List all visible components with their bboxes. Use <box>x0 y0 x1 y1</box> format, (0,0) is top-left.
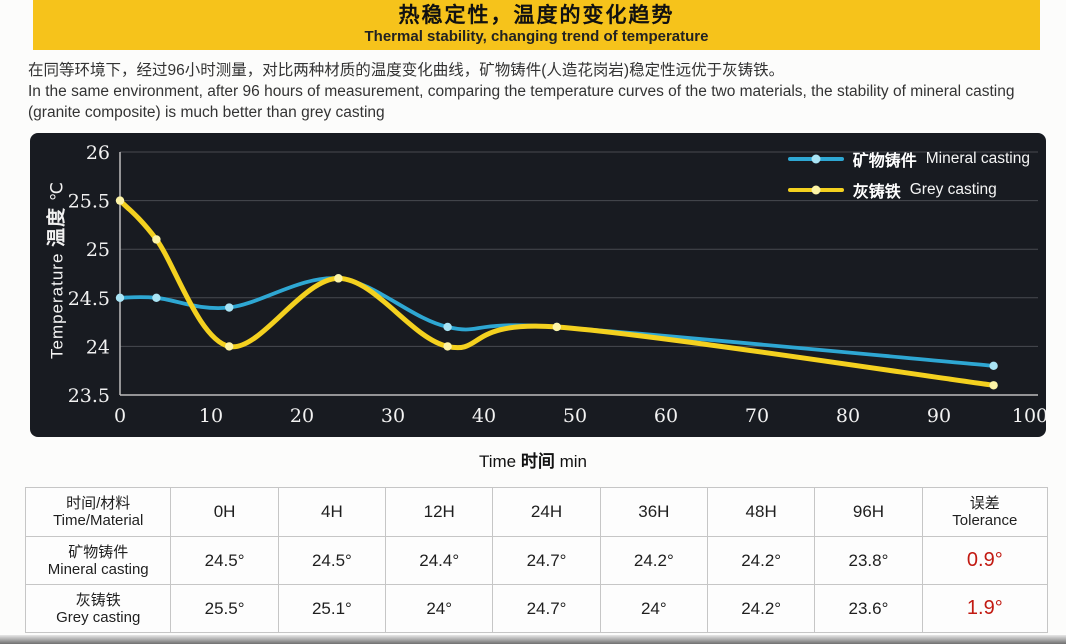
y-axis-label-zh: 温度 <box>46 206 68 247</box>
x-axis-label-unit: min <box>559 452 588 471</box>
table-time-header: 4H <box>277 487 387 537</box>
x-tick-label: 90 <box>927 405 951 427</box>
table-body: 矿物铸件 Mineral casting 24.5° 24.5° 24.4° 24.7° 2… <box>24 536 1049 633</box>
table-row-label: 灰铸铁 Grey casting <box>24 584 172 633</box>
legend-line-mineral-icon <box>787 154 844 164</box>
table-row-label: 矿物铸件 Mineral casting <box>24 536 172 585</box>
legend-label-zh: 矿物铸件 <box>852 153 917 170</box>
x-tick-label: 80 <box>836 405 860 427</box>
table-cell-value: 24.4° <box>385 536 494 585</box>
data-point-marker <box>152 235 161 244</box>
x-axis-label-zh: 时间 <box>520 452 555 471</box>
x-tick-label: 50 <box>563 405 587 427</box>
table-cell-value: 24° <box>385 584 494 633</box>
table-tolerance-header: 误差 Tolerance <box>921 487 1049 537</box>
y-tick-label: 25 <box>86 239 110 261</box>
table-cell-value: 24.7° <box>492 584 601 633</box>
table-cell-value: 23.6° <box>814 584 923 633</box>
data-point-marker <box>989 361 998 371</box>
x-tick-label: 70 <box>745 405 769 427</box>
table-time-header: 0H <box>170 487 279 537</box>
description-en: In the same environment, after 96 hours … <box>28 83 1015 121</box>
legend-dot-mineral-icon <box>811 154 821 164</box>
x-tick-label: 100 <box>1012 405 1046 427</box>
table-time-header: 36H <box>599 487 708 537</box>
legend-item-mineral-casting: 矿物铸件 Mineral casting <box>787 147 1030 171</box>
y-axis-label-unit: ℃ <box>47 180 67 202</box>
description-zh: 在同等环境下，经过96小时测量，对比两种材质的温度变化曲线，矿物铸件(人造花岗岩… <box>28 62 785 79</box>
y-axis-label-en: Temperature <box>47 252 67 360</box>
table-time-header: 48H <box>706 487 816 537</box>
x-tick-label: 60 <box>654 405 678 427</box>
table-cell-tolerance: 1.9° <box>921 584 1049 633</box>
y-axis-label: Temperature 温度 ℃ <box>42 181 69 359</box>
series-line-mineral-casting <box>118 276 996 368</box>
y-tick-label: 24.5 <box>68 288 110 310</box>
table-cell-value: 24.2° <box>706 584 816 633</box>
x-axis-label: Time 时间 min <box>0 447 1066 472</box>
x-tick-label: 40 <box>472 405 496 427</box>
table-cell-value: 24.5° <box>277 536 387 585</box>
x-tick-label: 0 <box>114 405 126 427</box>
table-time-header: 96H <box>814 487 923 537</box>
scan-edge-shadow <box>0 635 1066 644</box>
table-cell-value: 24.2° <box>706 536 816 585</box>
table-cell-value: 25.1° <box>277 584 387 633</box>
data-point-marker <box>443 342 452 351</box>
data-point-marker <box>152 293 161 302</box>
data-point-marker <box>225 342 234 351</box>
x-tick-label: 30 <box>381 405 405 427</box>
legend-label-en: Mineral casting <box>925 150 1030 167</box>
table-cell-value: 24.7° <box>492 536 601 585</box>
y-tick-label: 26 <box>86 142 110 164</box>
table-cell-value: 24° <box>599 584 708 633</box>
data-point-marker <box>115 293 125 302</box>
y-tick-label: 25.5 <box>68 191 110 213</box>
table-row: 灰铸铁 Grey casting 25.5° 25.1° 24° 24.7° 24° 24.2… <box>24 584 1049 633</box>
x-tick-label: 20 <box>290 405 314 427</box>
page-title-en: Thermal stability, changing trend of tem… <box>364 28 709 45</box>
table-cell-value: 24.2° <box>599 536 708 585</box>
table-cell-value: 24.5° <box>170 536 279 585</box>
x-tick-label: 10 <box>199 405 223 427</box>
table-time-header: 24H <box>492 487 601 537</box>
data-point-marker <box>225 303 234 312</box>
legend-label-zh: 灰铸铁 <box>852 184 901 201</box>
temperature-line-chart: 26 25.5 25 24.5 24 23.50 10 20 30 40 50 60 70 80 90 100 <box>68 142 1048 427</box>
header-banner: 热稳定性，温度的变化趋势 Thermal stability, changing… <box>33 0 1040 50</box>
data-point-marker <box>334 274 343 283</box>
table-cell-tolerance: 0.9° <box>921 536 1049 585</box>
table-cell-value: 25.5° <box>170 584 279 633</box>
legend-item-grey-casting: 灰铸铁 Grey casting <box>787 178 1030 202</box>
legend-label-en: Grey casting <box>909 181 997 198</box>
x-axis-label-en: Time <box>478 452 517 471</box>
table-row: 矿物铸件 Mineral casting 24.5° 24.5° 24.4° 24.7° 2… <box>24 536 1049 585</box>
legend-dot-grey-icon <box>811 185 821 195</box>
data-point-marker <box>989 381 998 390</box>
page-title-zh: 热稳定性，温度的变化趋势 <box>398 4 675 27</box>
y-tick-label: 24 <box>86 336 110 358</box>
measurement-table: 时间/材料 Time/Material 0H 4H 12H 24H 36H 48H 96H 误差 T… <box>24 487 1049 633</box>
y-tick-label: 23.5 <box>68 385 110 407</box>
data-point-marker <box>443 322 452 332</box>
table-header-row: 时间/材料 Time/Material 0H 4H 12H 24H 36H 48H 96H 误差 T… <box>24 487 1049 537</box>
table-time-header: 12H <box>385 487 494 537</box>
description: 在同等环境下，经过96小时测量，对比两种材质的温度变化曲线，矿物铸件(人造花岗岩… <box>28 60 1040 123</box>
data-point-marker <box>552 322 561 332</box>
table-cell-value: 23.8° <box>814 536 923 585</box>
table-corner-header: 时间/材料 Time/Material <box>24 487 172 537</box>
series-line-grey-casting <box>117 198 997 388</box>
chart-legend: 矿物铸件 Mineral casting 灰铸铁 Grey casting <box>787 147 1030 202</box>
legend-line-grey-icon <box>787 185 844 195</box>
data-point-marker <box>115 196 125 205</box>
chart-panel: 26 25.5 25 24.5 24 23.5 0 10 20 30 40 50 60 70 80 90 100… <box>30 133 1048 437</box>
